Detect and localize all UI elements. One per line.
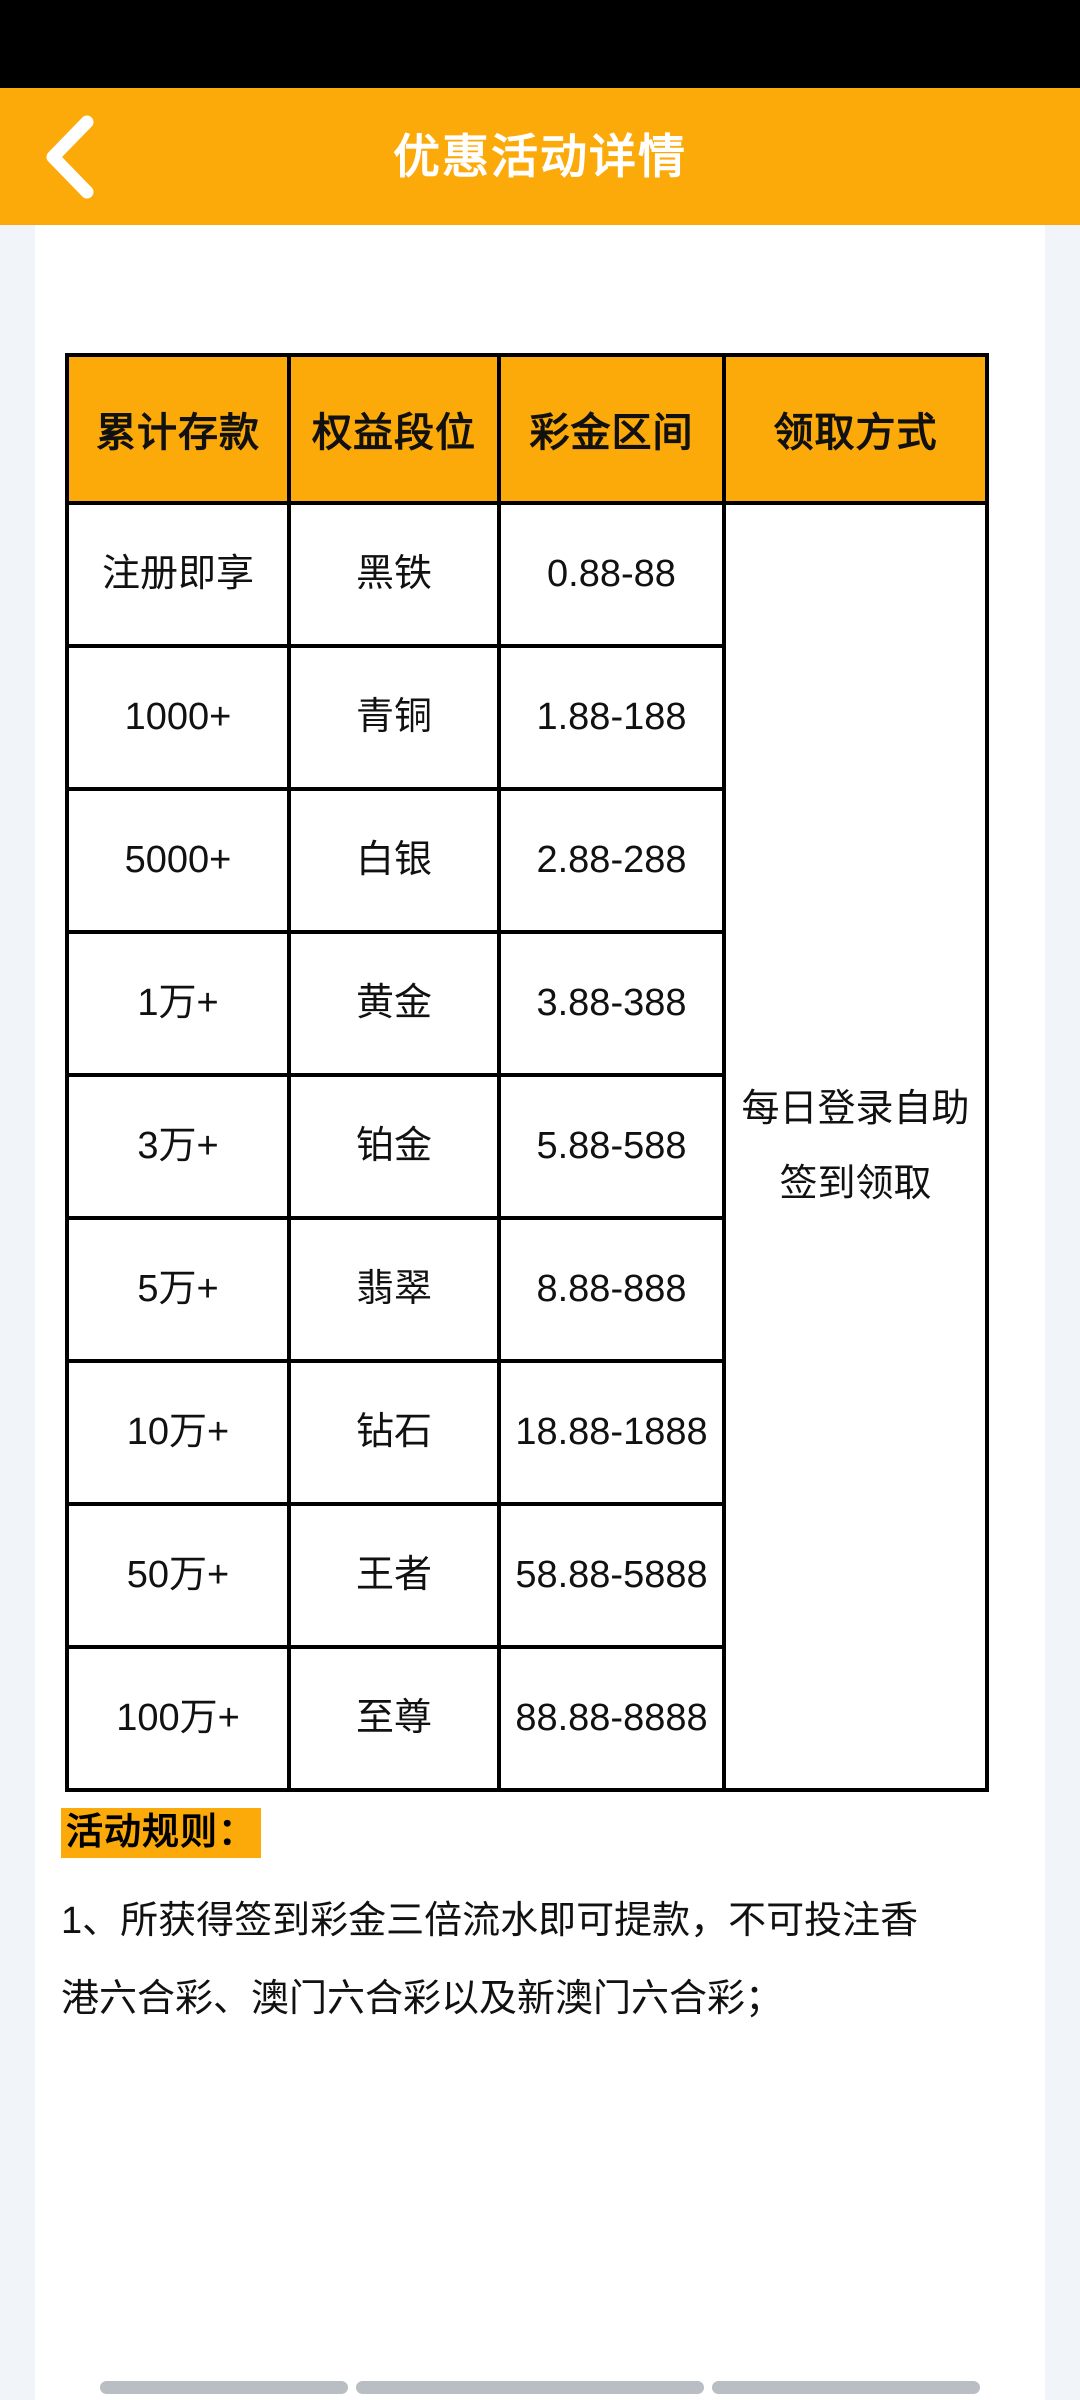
cell-bonus: 8.88-888 [497,1216,726,1363]
table-row: 1万+ 黄金 3.88-388 [65,930,987,1077]
cell-deposit: 5000+ [65,787,291,934]
cell-deposit: 注册即享 [65,501,291,648]
rules-section: 活动规则： 1、所获得签到彩金三倍流水即可提款，不可投注香 港六合彩、澳门六合彩… [35,1792,1045,2018]
app-header: 优惠活动详情 [0,88,1080,225]
column-header-bonus-range: 彩金区间 [497,353,726,505]
cell-tier: 黑铁 [287,501,501,648]
cell-deposit: 10万+ [65,1359,291,1506]
nav-recents-pill[interactable] [712,2381,980,2394]
cell-bonus: 18.88-1888 [497,1359,726,1506]
chevron-left-icon [43,114,97,200]
cell-tier: 王者 [287,1502,501,1649]
cell-bonus: 0.88-88 [497,501,726,648]
table-row: 5万+ 翡翠 8.88-888 [65,1216,987,1363]
cell-bonus: 3.88-388 [497,930,726,1077]
table-row: 100万+ 至尊 88.88-8888 [65,1645,987,1792]
table-row: 3万+ 铂金 5.88-588 [65,1073,987,1220]
table-header-row: 累计存款 权益段位 彩金区间 领取方式 [65,353,989,505]
back-button[interactable] [0,88,140,225]
table-row: 1000+ 青铜 1.88-188 [65,644,987,791]
page-title: 优惠活动详情 [393,130,687,183]
cell-tier: 青铜 [287,644,501,791]
cell-tier: 至尊 [287,1645,501,1792]
status-bar [0,0,1080,88]
cell-bonus: 88.88-8888 [497,1645,726,1792]
column-header-deposit: 累计存款 [65,353,291,505]
cell-tier: 黄金 [287,930,501,1077]
cell-bonus: 2.88-288 [497,787,726,934]
reward-table: 累计存款 权益段位 彩金区间 领取方式 注册即享 黑铁 0.88-88 每日登录… [65,353,989,1792]
cell-deposit: 1000+ [65,644,291,791]
column-header-tier: 权益段位 [287,353,501,505]
table-row: 5000+ 白银 2.88-288 [65,787,987,934]
cell-deposit: 3万+ [65,1073,291,1220]
column-header-claim-method: 领取方式 [722,353,989,505]
cell-deposit: 100万+ [65,1645,291,1792]
cell-deposit: 1万+ [65,930,291,1077]
cell-claim-method: 每日登录自助签到领取 [722,501,989,1792]
cell-bonus: 1.88-188 [497,644,726,791]
cell-deposit: 50万+ [65,1502,291,1649]
reward-table-block: 累计存款 权益段位 彩金区间 领取方式 注册即享 黑铁 0.88-88 每日登录… [35,225,1045,1792]
content-area: 累计存款 权益段位 彩金区间 领取方式 注册即享 黑铁 0.88-88 每日登录… [35,225,1045,2400]
cell-bonus: 5.88-588 [497,1073,726,1220]
cell-tier: 翡翠 [287,1216,501,1363]
nav-home-pill[interactable] [356,2381,704,2394]
table-row: 50万+ 王者 58.88-5888 [65,1502,987,1649]
cell-bonus: 58.88-5888 [497,1502,726,1649]
cell-deposit: 5万+ [65,1216,291,1363]
nav-back-pill[interactable] [100,2381,348,2394]
page-body: 累计存款 权益段位 彩金区间 领取方式 注册即享 黑铁 0.88-88 每日登录… [0,225,1080,2400]
table-row: 10万+ 钻石 18.88-1888 [65,1359,987,1506]
cell-tier: 钻石 [287,1359,501,1506]
rules-heading: 活动规则： [61,1808,261,1859]
rule-line-2: 港六合彩、澳门六合彩以及新澳门六合彩； [61,1978,784,2021]
rule-line-1: 1、所获得签到彩金三倍流水即可提款，不可投注香 [61,1900,919,1943]
system-navigation-bar [0,2370,1080,2400]
table-row: 注册即享 黑铁 0.88-88 每日登录自助签到领取 [65,501,989,1792]
cell-tier: 铂金 [287,1073,501,1220]
cell-tier: 白银 [287,787,501,934]
